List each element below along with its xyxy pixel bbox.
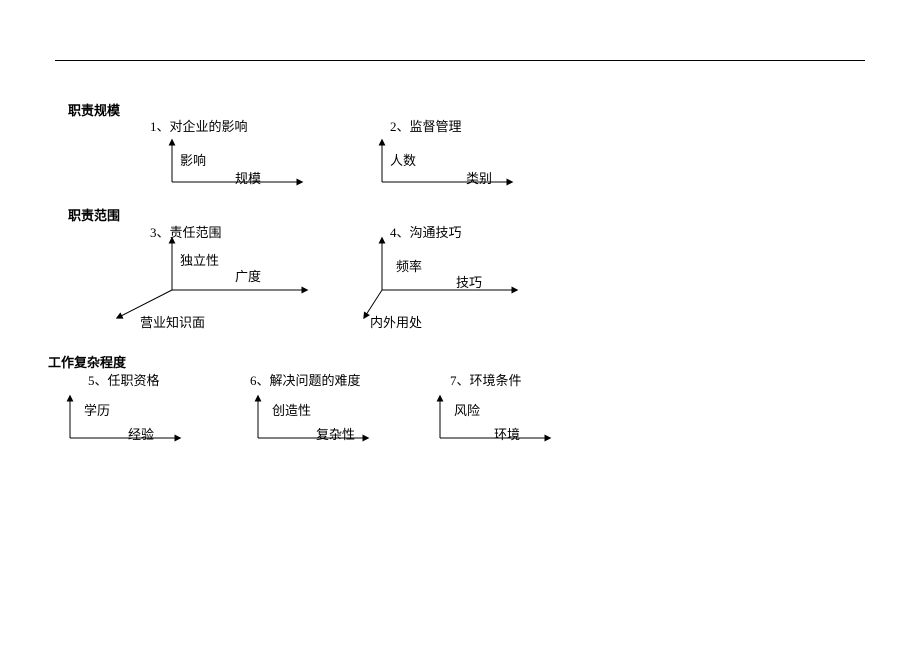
y-label-d5: 学历 (84, 400, 110, 419)
x-label-d2: 类别 (466, 168, 492, 187)
y-label-d4: 频率 (396, 256, 422, 275)
y-label-d6: 创造性 (272, 400, 311, 419)
diagram-title-d4: 4、沟通技巧 (390, 222, 462, 241)
x-label-d6: 复杂性 (316, 424, 355, 443)
y-label-d1: 影响 (180, 150, 206, 169)
diagram-title-d1: 1、对企业的影响 (150, 116, 248, 135)
x-label-d3: 广度 (235, 266, 261, 285)
x-label-d7: 环境 (494, 424, 520, 443)
x-label-d1: 规模 (235, 168, 261, 187)
x-label-d4: 技巧 (456, 272, 482, 291)
diagram-title-d3: 3、责任范围 (150, 222, 222, 241)
axes-canvas (0, 0, 920, 651)
diagram-title-d6: 6、解决问题的难度 (250, 370, 361, 389)
x-label-d5: 经验 (128, 424, 154, 443)
diagram-title-d7: 7、环境条件 (450, 370, 522, 389)
y-label-d7: 风险 (454, 400, 480, 419)
y-label-d2: 人数 (390, 150, 416, 169)
diagram-title-d5: 5、任职资格 (88, 370, 160, 389)
z-label-d3: 营业知识面 (140, 312, 205, 331)
z-label-d4: 内外用处 (370, 312, 422, 331)
diagram-title-d2: 2、监督管理 (390, 116, 462, 135)
y-label-d3: 独立性 (180, 250, 219, 269)
